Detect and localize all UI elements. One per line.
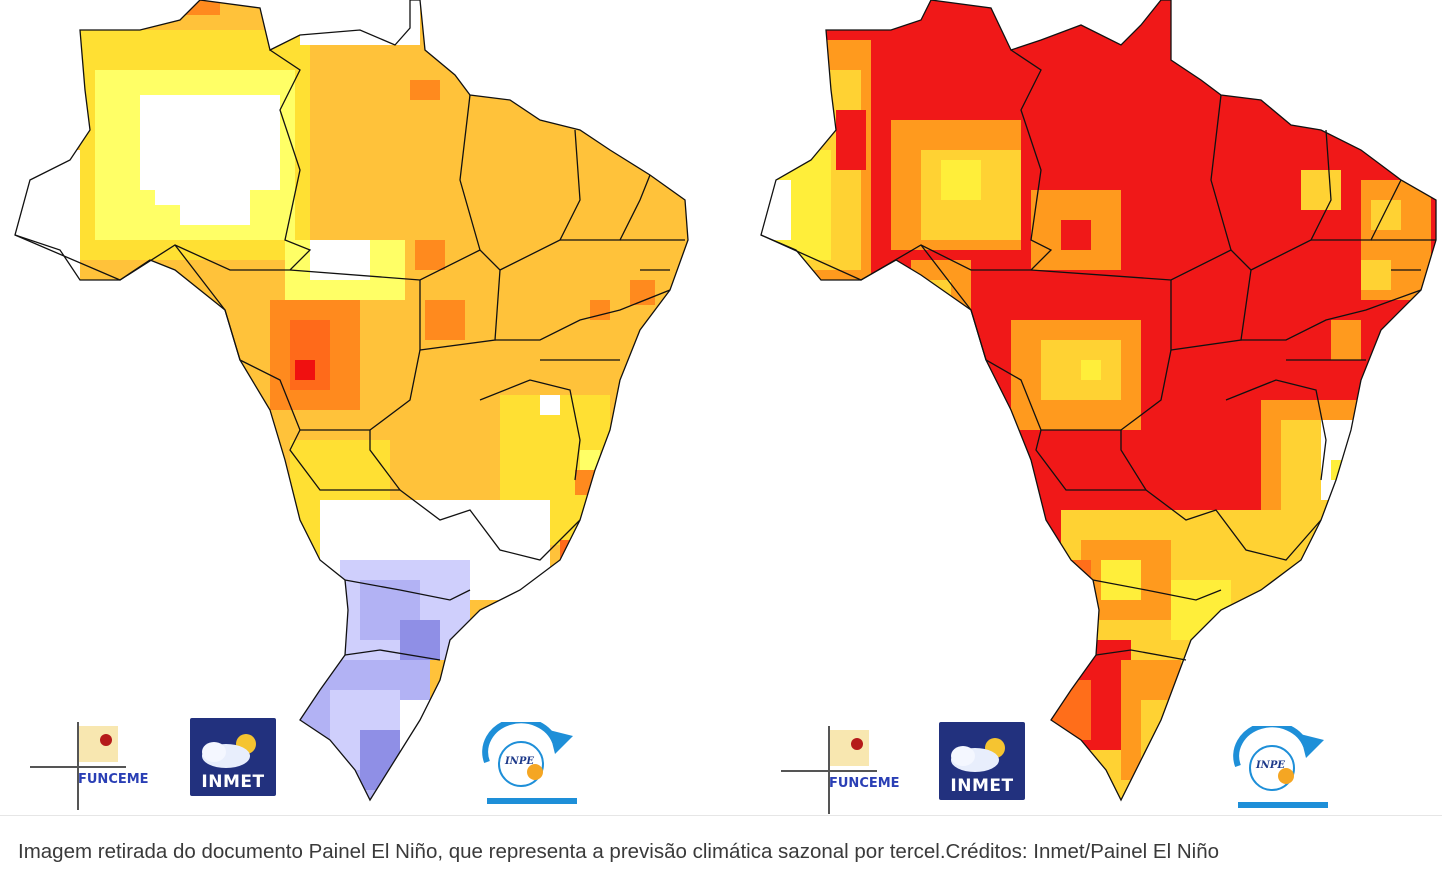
funceme-label: FUNCEME (829, 776, 900, 791)
funceme-label: FUNCEME (78, 772, 149, 787)
left-map-panel: FUNCEME INMET INPE (0, 0, 721, 815)
inmet-label: INMET (201, 772, 265, 792)
inpe-label: INPE (1256, 760, 1285, 771)
funceme-logo: FUNCEME (781, 726, 911, 815)
image-caption: Imagem retirada do documento Painel El N… (18, 840, 1220, 863)
inpe-label: INPE (505, 756, 534, 767)
left-brazil-map (14, 0, 689, 802)
left-state-borders (14, 0, 689, 802)
inpe-logo: INPE (475, 722, 585, 808)
inmet-logo: INMET (939, 722, 1025, 800)
left-region-white-west (15, 150, 80, 290)
inmet-logo: INMET (190, 718, 276, 796)
funceme-logo: FUNCEME (30, 722, 160, 812)
right-map-panel: FUNCEME INMET INPE (721, 0, 1442, 815)
right-brazil-map (760, 0, 1437, 802)
cloud-sun-icon (951, 738, 1005, 772)
inpe-logo: INPE (1226, 726, 1336, 812)
cloud-sun-icon (202, 734, 256, 768)
right-state-borders (760, 0, 1437, 802)
forecast-figure: FUNCEME INMET INPE (0, 0, 1442, 816)
inmet-label: INMET (950, 776, 1014, 796)
